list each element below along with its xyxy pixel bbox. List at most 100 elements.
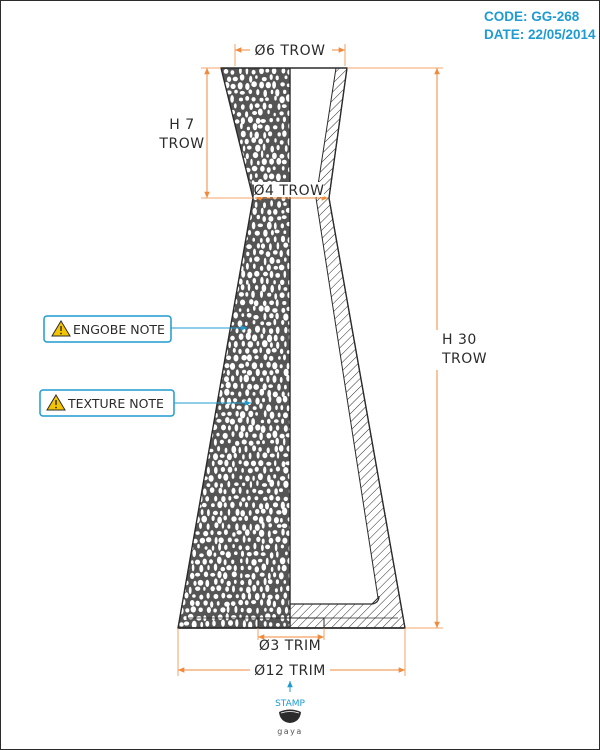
texture-dot — [260, 599, 264, 606]
texture-dot — [196, 445, 199, 453]
texture-dot — [253, 305, 256, 311]
texture-dot — [178, 208, 179, 213]
texture-dot — [273, 222, 277, 230]
texture-dot — [210, 586, 215, 592]
texture-dot — [252, 488, 257, 493]
texture-dot — [217, 516, 222, 524]
texture-dot — [212, 313, 217, 320]
texture-dot — [180, 459, 186, 466]
texture-dot — [278, 264, 285, 271]
texture-dot — [265, 544, 271, 550]
texture-dot — [183, 103, 189, 108]
texture-dot — [229, 222, 236, 230]
texture-dot — [275, 579, 279, 585]
texture-dot — [252, 433, 257, 438]
texture-dot — [255, 117, 261, 124]
texture-dot — [189, 195, 194, 200]
texture-dot — [274, 229, 280, 234]
texture-dot — [181, 362, 187, 367]
texture-dot — [261, 522, 265, 529]
texture-dot — [233, 273, 237, 278]
texture-dot — [240, 573, 243, 579]
texture-dot — [220, 397, 225, 405]
texture-dot — [188, 111, 194, 116]
dim-total-height — [347, 67, 482, 629]
texture-dot — [203, 223, 209, 229]
texture-dot — [230, 601, 236, 606]
texture-dot — [182, 320, 188, 327]
texture-dot — [213, 214, 218, 222]
texture-dot — [269, 342, 273, 348]
texture-dot — [255, 509, 260, 514]
texture-dot — [186, 341, 191, 348]
texture-dot — [178, 171, 182, 180]
texture-dot — [276, 117, 280, 122]
texture-dot — [182, 207, 187, 214]
texture-dot — [228, 496, 232, 501]
texture-dot — [284, 341, 287, 348]
texture-dot — [286, 445, 290, 452]
texture-dot — [281, 528, 285, 536]
texture-dot — [241, 216, 245, 222]
texture-dot — [207, 173, 212, 180]
texture-dot — [224, 601, 230, 607]
texture-dot — [209, 166, 213, 172]
texture-dot — [234, 482, 239, 487]
texture-dot — [241, 497, 246, 502]
texture-dot — [185, 230, 191, 235]
texture-dot — [232, 278, 236, 285]
texture-dot — [257, 124, 263, 129]
texture-dot — [251, 573, 256, 580]
texture-dot — [276, 451, 280, 459]
foot-ring — [257, 617, 325, 629]
texture-dot — [213, 160, 216, 165]
texture-dot — [179, 538, 184, 543]
texture-dot — [220, 174, 226, 179]
texture-dot — [189, 164, 193, 172]
texture-dot — [200, 368, 204, 376]
texture-dot — [246, 244, 252, 250]
texture-dot — [252, 277, 257, 284]
texture-dot — [272, 152, 277, 160]
texture-dot — [273, 112, 276, 117]
texture-dot — [291, 175, 294, 180]
texture-dot — [247, 495, 251, 501]
texture-dot — [281, 123, 285, 130]
texture-dot — [280, 586, 283, 592]
texture-dot — [234, 467, 237, 472]
texture-dot — [206, 202, 212, 208]
texture-dot — [205, 383, 209, 391]
texture-dot — [223, 529, 228, 535]
texture-dot — [196, 263, 202, 270]
engobe-note-label: ENGOBE NOTE — [73, 322, 165, 337]
texture-dot — [178, 572, 179, 577]
texture-dot — [187, 613, 194, 620]
texture-dot — [205, 357, 209, 362]
texture-dot — [245, 557, 249, 565]
texture-dot — [196, 181, 200, 187]
texture-dot — [238, 486, 242, 494]
texture-dot — [258, 305, 264, 312]
texture-dot — [261, 284, 267, 292]
texture-dot — [239, 475, 243, 480]
texture-note[interactable]: TEXTURE NOTE — [39, 389, 175, 417]
texture-dot — [239, 90, 245, 95]
texture-dot — [275, 623, 280, 627]
texture-dot — [242, 369, 247, 374]
texture-dot — [190, 572, 195, 580]
texture-dot — [269, 370, 274, 376]
texture-dot — [284, 257, 287, 262]
texture-dot — [252, 392, 256, 396]
engobe-note-box[interactable] — [43, 315, 172, 343]
texture-dot — [214, 466, 218, 474]
texture-dot — [189, 236, 193, 242]
texture-dot — [238, 333, 244, 340]
texture-dot — [207, 509, 210, 517]
engobe-note[interactable]: ENGOBE NOTE — [43, 315, 172, 343]
texture-dot — [183, 187, 189, 192]
dim-neck-height — [201, 67, 253, 199]
texture-dot — [258, 516, 264, 524]
texture-dot — [244, 600, 249, 606]
texture-dot — [252, 123, 258, 131]
texture-dot — [213, 286, 219, 292]
